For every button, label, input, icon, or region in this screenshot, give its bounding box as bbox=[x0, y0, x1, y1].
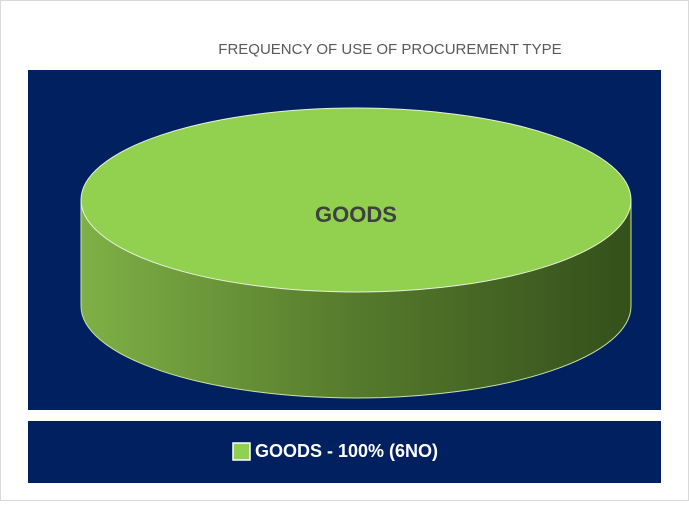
pie: GOODS bbox=[80, 107, 632, 399]
legend-label: GOODS - 100% (6NO) bbox=[255, 441, 438, 461]
pie-slice bbox=[80, 107, 632, 293]
data-label: GOODS bbox=[315, 202, 397, 227]
legend: GOODS - 100% (6NO) bbox=[232, 441, 438, 461]
legend-swatch bbox=[232, 442, 251, 461]
chart-title: FREQUENCY OF USE OF PROCUREMENT TYPE bbox=[218, 41, 561, 58]
legend-box bbox=[28, 421, 661, 483]
